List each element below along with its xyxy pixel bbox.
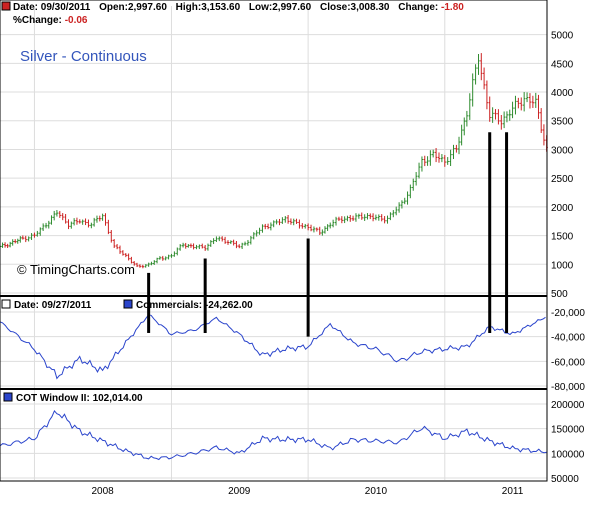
x-tick-label: 2011 [502, 486, 524, 497]
commercials-series-line [0, 314, 546, 380]
cot-header: COT Window II: 102,014.00 [3, 392, 143, 404]
price-tick-label: 2500 [551, 174, 574, 185]
price-header: Date: 09/30/2011 Open:2,997.60 High:3,15… [1, 1, 464, 26]
svg-text:Date: 09/30/2011 Open:2,: Date: 09/30/2011 Open:2,997.60 High:3,15… [13, 2, 464, 13]
x-axis: 2008 2009 2010 2011 [91, 486, 523, 497]
price-tick-label: 1500 [551, 232, 574, 243]
commercials-date: Date: 09/27/2011 [14, 300, 92, 311]
watermark: © TimingCharts.com [17, 262, 135, 277]
price-tick-label: 5000 [551, 31, 574, 42]
price-tick-label: 1000 [551, 260, 574, 271]
price-low: Low:2,997.60 [249, 2, 312, 13]
cot-label: COT Window II: 102,014.00 [16, 393, 143, 404]
commercials-header: Date: 09/27/2011 Commercials: -24,262.00 [1, 299, 253, 311]
x-tick-label: 2009 [228, 486, 251, 497]
cot-line [0, 409, 547, 461]
grid-lines [0, 6, 547, 480]
commercials-tick-label: -60,000 [551, 357, 585, 368]
price-change-label: Change: [398, 2, 438, 13]
price-tick-label: 500 [551, 289, 568, 300]
x-tick-label: 2008 [91, 486, 114, 497]
price-tick-label: 3000 [551, 145, 574, 156]
svg-text:%Change: -0.06: %Change: -0.06 [13, 15, 88, 26]
price-tick-label: 4000 [551, 88, 574, 99]
price-close: Close:3,008.30 [320, 2, 390, 13]
price-date: Date: 09/30/2011 [13, 2, 91, 13]
y-axes: 500 1000 1500 2000 2500 3000 3500 4000 4500 5000 -… [551, 31, 585, 485]
commercials-label: Commercials: -24,262.00 [136, 300, 253, 311]
cot-tick-label: 200000 [551, 400, 585, 411]
cot-tick-label: 150000 [551, 425, 585, 436]
price-pct-value: -0.06 [65, 15, 88, 26]
commercials-tick-label: -20,000 [551, 308, 585, 319]
cot-series-line [0, 409, 547, 461]
cot-tick-label: 100000 [551, 449, 585, 460]
price-change-value: -1.80 [441, 2, 464, 13]
price-tick-label: 3500 [551, 117, 574, 128]
price-candles [0, 53, 548, 269]
commercials-tick-label: -80,000 [551, 382, 585, 393]
price-tick-label: 4500 [551, 59, 574, 70]
commercials-tick-label: -40,000 [551, 333, 585, 344]
price-title: Silver - Continuous [20, 48, 147, 65]
price-open: Open:2,997.60 [99, 2, 167, 13]
commercials-line [0, 314, 546, 380]
price-tick-label: 2000 [551, 203, 574, 214]
price-high: High:3,153.60 [176, 2, 241, 13]
cot-tick-label: 50000 [551, 474, 579, 485]
price-pct-label: %Change: [13, 15, 62, 26]
x-tick-label: 2010 [365, 486, 388, 497]
